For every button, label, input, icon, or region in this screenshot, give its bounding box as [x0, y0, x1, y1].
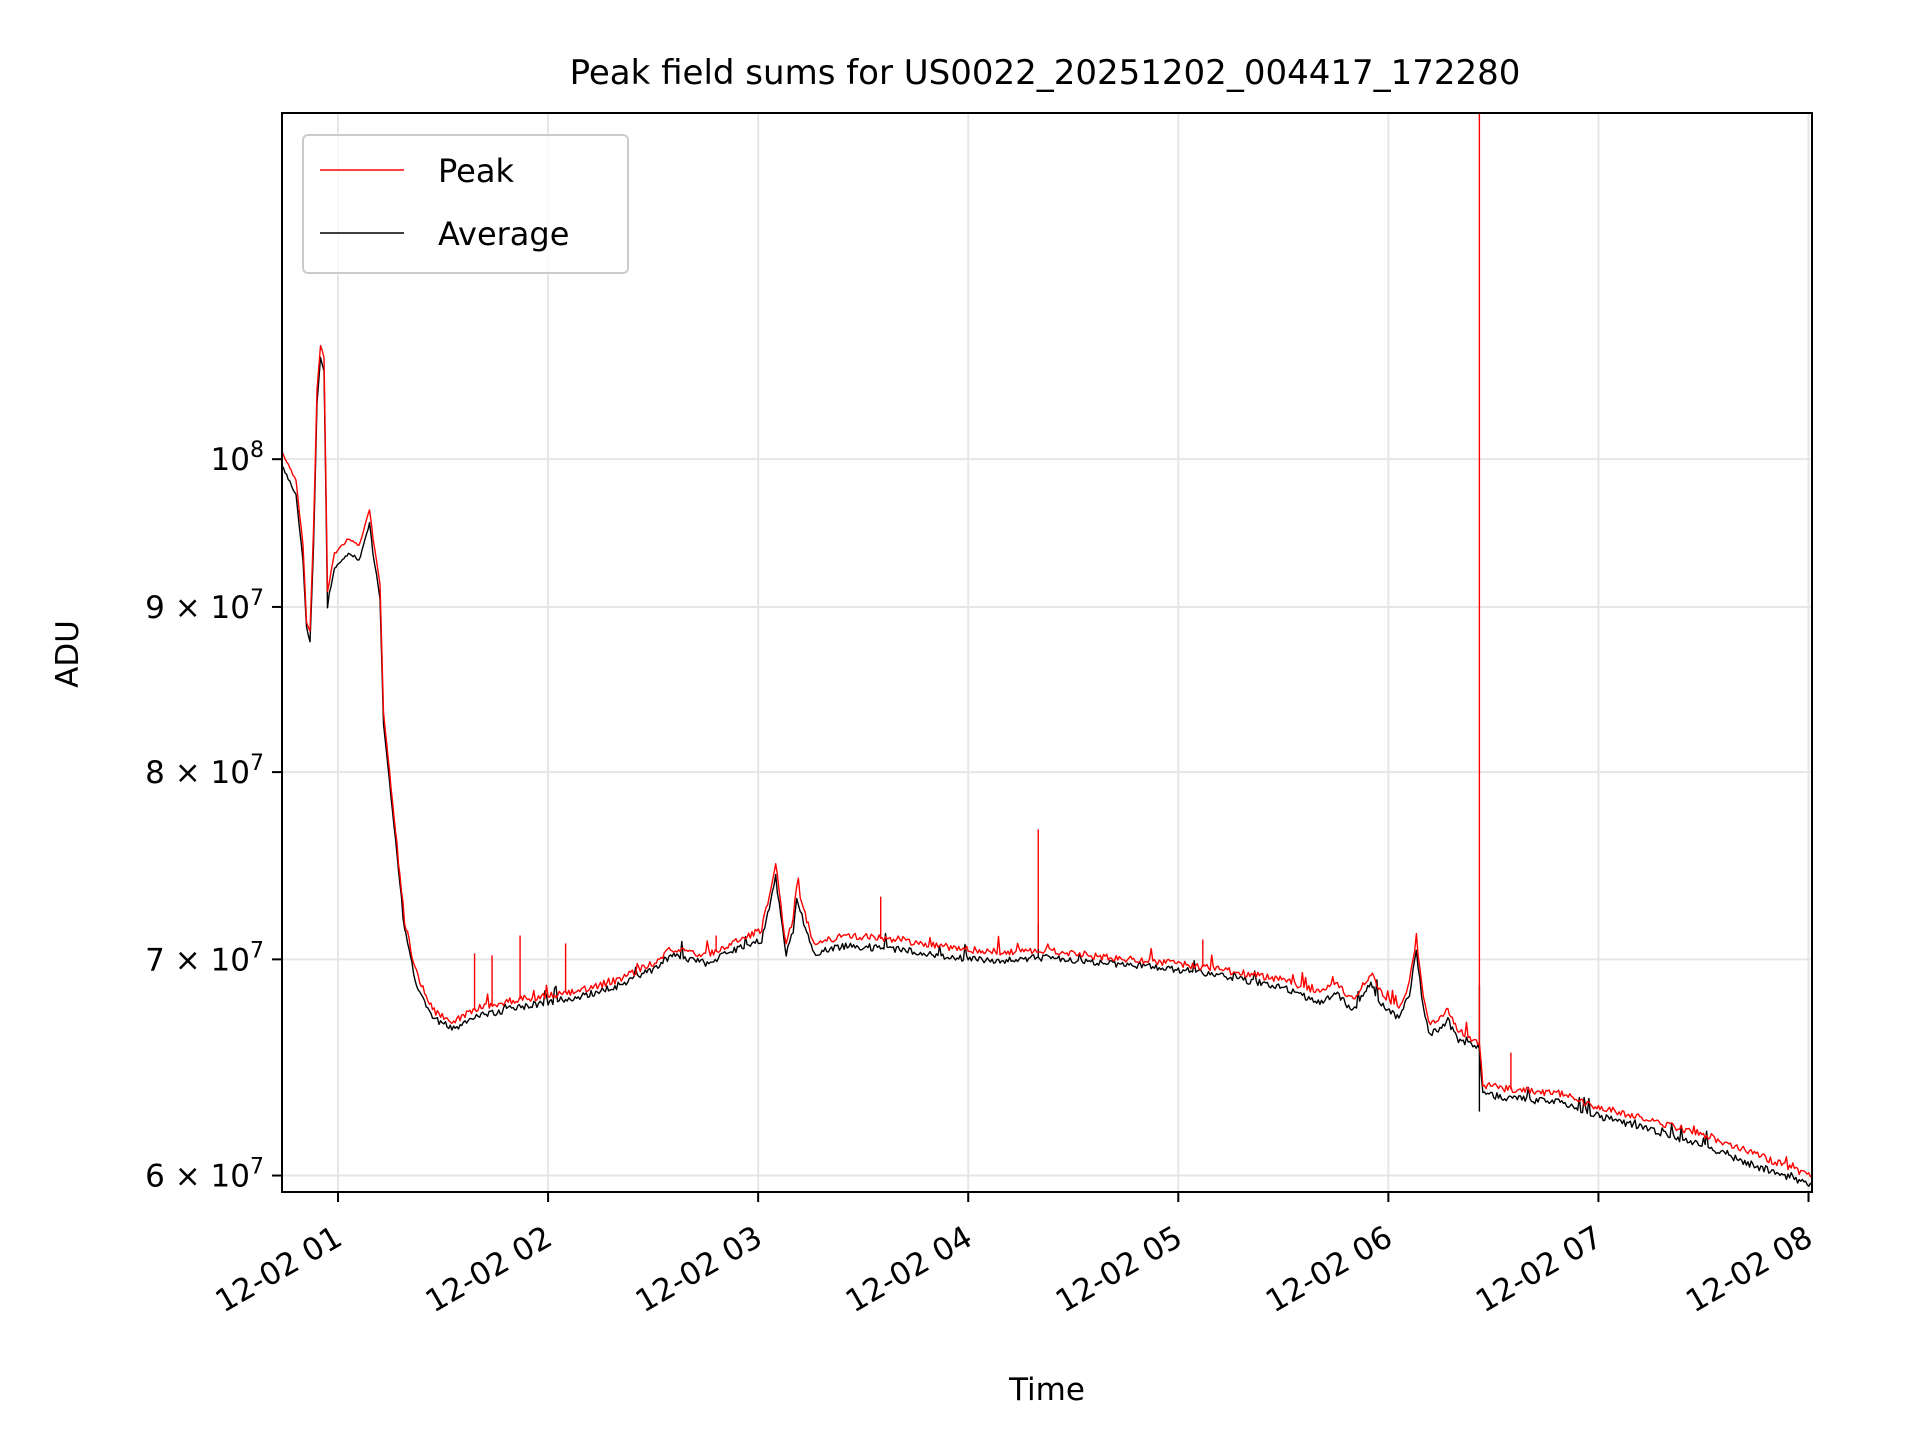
series-line-peak: [282, 344, 1812, 1178]
plot-frame: [281, 112, 1813, 1193]
plot-series: [282, 113, 1812, 1187]
series-peak: [282, 113, 1812, 1178]
x-axis-label: Time: [1008, 1372, 1085, 1408]
y-tick-label: 108: [211, 438, 264, 478]
legend: Peak Average: [302, 134, 629, 274]
y-axis-label: ADU: [50, 620, 86, 688]
legend-label-peak: Peak: [438, 152, 514, 190]
y-axis: 6 × 107 7 × 107 8 × 107 9 × 107 108: [145, 438, 282, 1195]
chart-title: Peak field sums for US0022_20251202_0044…: [570, 53, 1521, 93]
y-tick-label: 8 × 107: [145, 751, 264, 791]
legend-label-average: Average: [438, 215, 569, 253]
y-tick-label: 9 × 107: [145, 586, 264, 626]
y-tick-label: 7 × 107: [145, 938, 264, 978]
series-line-average: [282, 356, 1812, 1187]
gridlines: [282, 113, 1812, 1192]
y-tick-label: 6 × 107: [145, 1155, 264, 1195]
